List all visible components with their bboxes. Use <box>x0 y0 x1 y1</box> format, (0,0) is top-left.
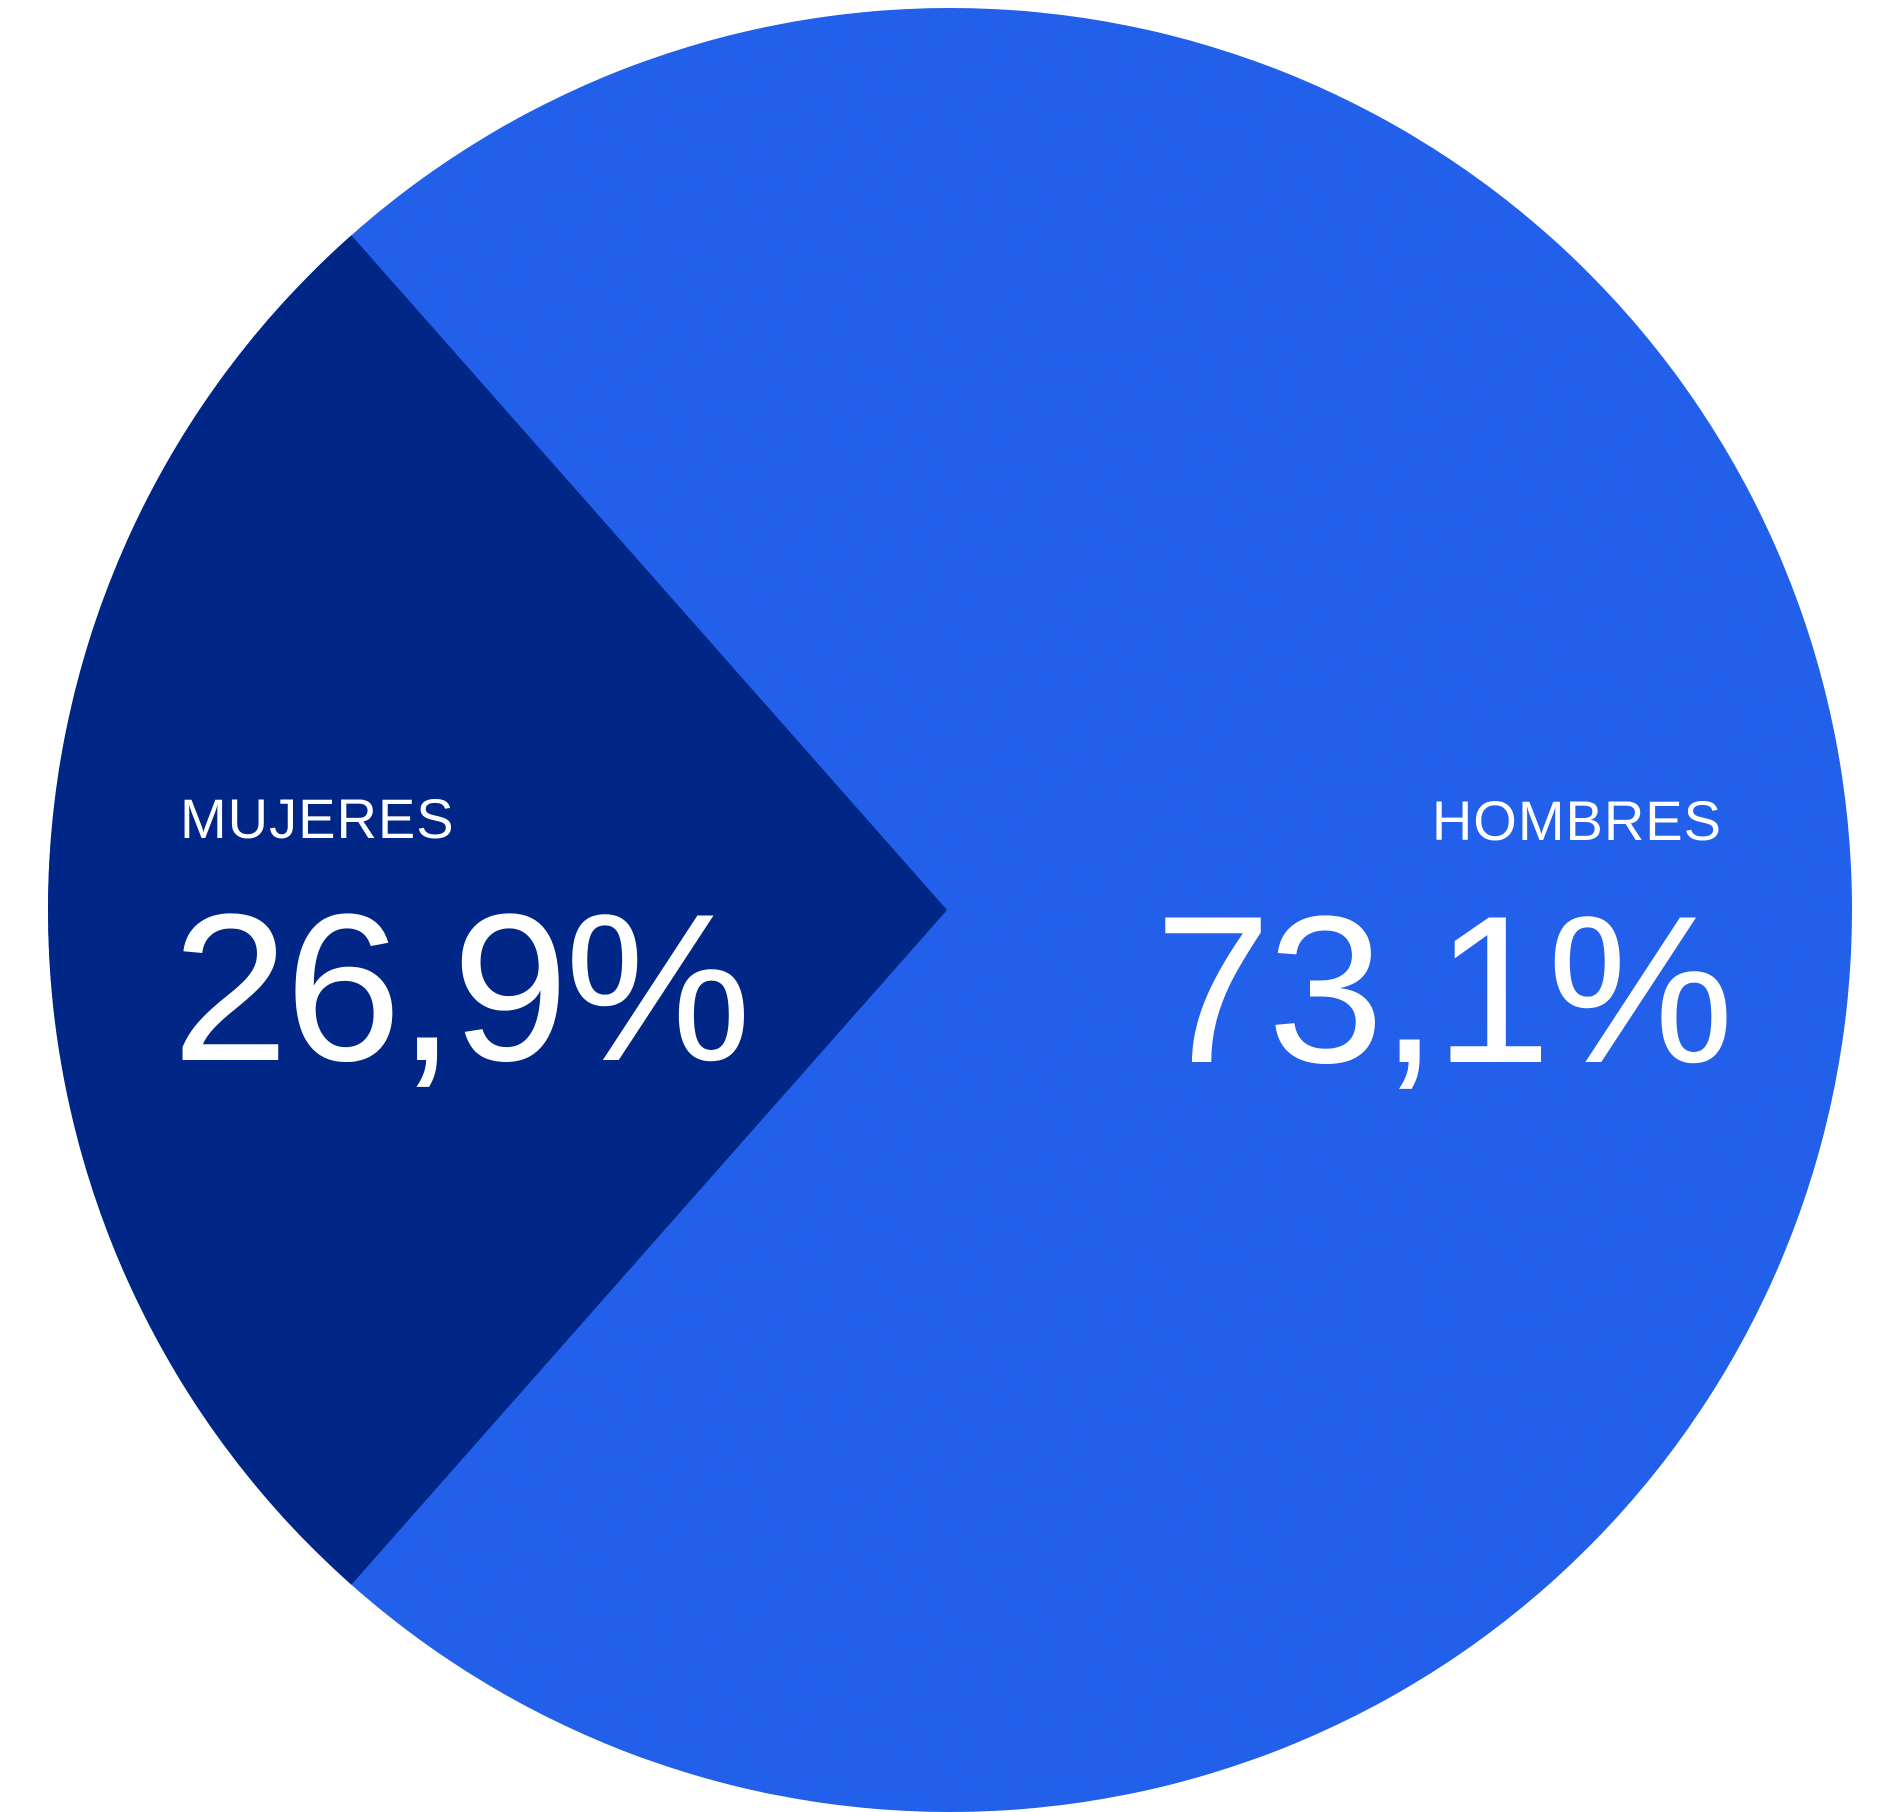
pie-slices <box>47 8 1852 1812</box>
slice-value-mujeres: 26,9% <box>172 870 747 1105</box>
slice-label-hombres: HOMBRES <box>1432 789 1722 852</box>
slice-mujeres <box>47 235 948 1585</box>
pie-labels: MUJERES 26,9% HOMBRES 73,1% <box>172 787 1734 1107</box>
slice-value-hombres: 73,1% <box>1155 872 1730 1107</box>
slice-label-mujeres: MUJERES <box>180 787 455 850</box>
